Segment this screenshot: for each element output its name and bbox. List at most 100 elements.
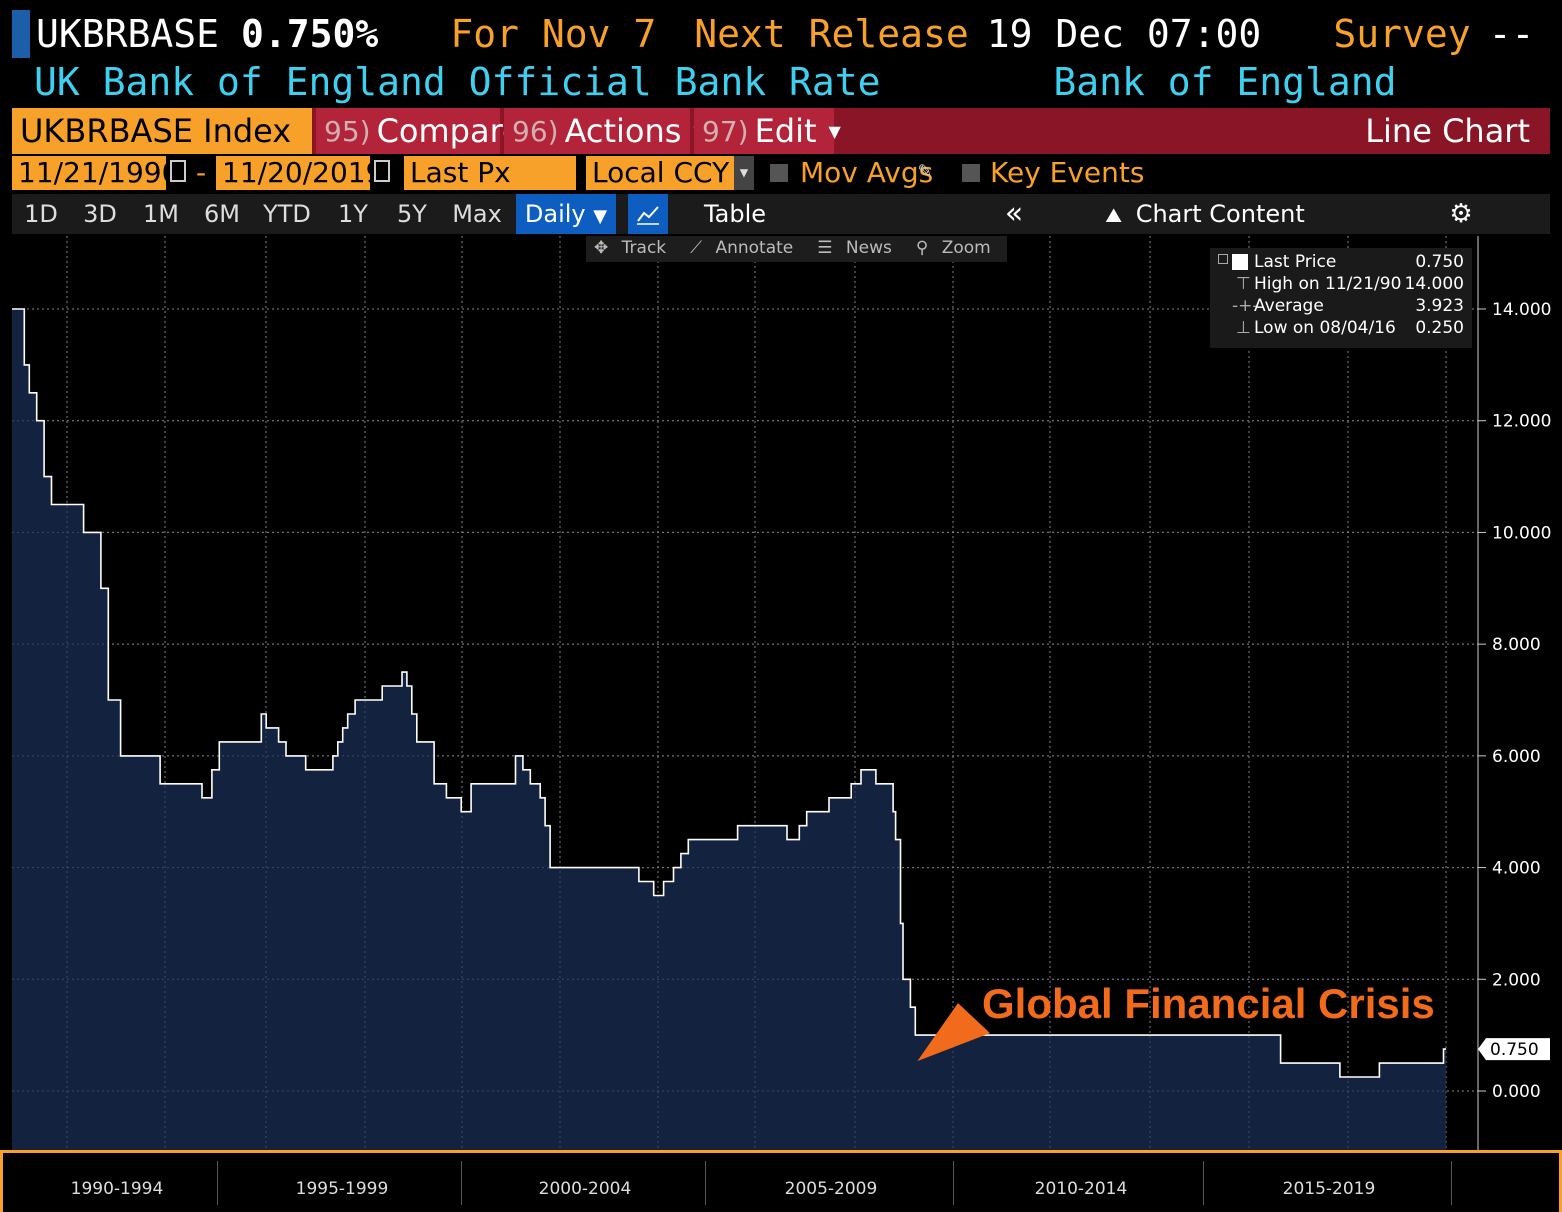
chart-type: Line Chart bbox=[1365, 112, 1530, 150]
average-marker-icon: -+- bbox=[1232, 296, 1259, 316]
calendar-icon[interactable] bbox=[170, 160, 186, 182]
track-tool[interactable]: ✥ Track bbox=[586, 236, 682, 262]
survey-value: -- bbox=[1488, 12, 1535, 56]
range-dash: - bbox=[196, 156, 207, 189]
for-date: For Nov 7 bbox=[450, 12, 657, 56]
field-select[interactable]: Last Px bbox=[404, 156, 576, 190]
caret-down-icon: ▼ bbox=[828, 121, 841, 141]
collapse-legend-icon[interactable] bbox=[1218, 254, 1228, 264]
actions-label: Actions bbox=[564, 112, 682, 150]
tab-5y[interactable]: 5Y bbox=[397, 200, 427, 228]
last-value-tag bbox=[1478, 1038, 1550, 1061]
daily-select[interactable]: Daily ▼ bbox=[516, 194, 616, 234]
tab-1y[interactable]: 1Y bbox=[338, 200, 368, 228]
index-field-label: UKBRBASE Index bbox=[20, 112, 292, 150]
annotation-label: Global Financial Crisis bbox=[982, 980, 1435, 1027]
start-date-input[interactable]: 11/21/1990 bbox=[12, 156, 179, 190]
period-divider bbox=[953, 1161, 954, 1205]
y-tick-label: 4.000 bbox=[1492, 859, 1541, 879]
caret-down-icon: ▼ bbox=[593, 206, 608, 227]
rate-series-line bbox=[12, 308, 1446, 1078]
period-label[interactable]: 2010-2014 bbox=[1034, 1179, 1128, 1199]
calendar-icon[interactable] bbox=[374, 160, 390, 182]
currency-select[interactable]: Local CCY bbox=[586, 156, 734, 190]
y-tick-label: 10.000 bbox=[1492, 523, 1551, 543]
currency-dropdown-icon[interactable]: ▼ bbox=[734, 156, 754, 190]
period-label[interactable]: 2015-2019 bbox=[1282, 1179, 1376, 1199]
zoom-label: Zoom bbox=[941, 238, 991, 258]
collapse-icon[interactable]: « bbox=[1004, 196, 1024, 231]
period-divider bbox=[217, 1161, 218, 1205]
ticker[interactable]: UKBRBASE bbox=[36, 12, 220, 56]
y-tick-label: 0.000 bbox=[1492, 1082, 1541, 1102]
key-events-label: Key Events bbox=[990, 156, 1145, 189]
chart-area[interactable]: 0.000 2.000 4.000 6.000 8.000 10.000 12.000 14.… bbox=[0, 236, 1562, 1150]
command-bar: UKBRBASE Index 95) Compare 96) Actions ▼… bbox=[12, 108, 1550, 154]
period-label[interactable]: 2005-2009 bbox=[784, 1179, 878, 1199]
source: Bank of England bbox=[1053, 60, 1397, 104]
tab-max[interactable]: Max bbox=[452, 200, 502, 228]
y-tick-label: 2.000 bbox=[1492, 970, 1541, 990]
description: UK Bank of England Official Bank Rate bbox=[34, 60, 881, 104]
low-marker-icon: ⊥ bbox=[1236, 318, 1251, 338]
chart-tools: ✥ Track ⟋ Annotate ☰ News ⚲ Zoom bbox=[586, 236, 1007, 262]
news-tool[interactable]: ☰ News bbox=[809, 236, 908, 262]
table-button[interactable]: Table bbox=[703, 200, 767, 228]
chart-content-label: Chart Content bbox=[1135, 200, 1305, 228]
last-price-swatch bbox=[1232, 254, 1248, 270]
current-value: 0.750% bbox=[241, 12, 379, 56]
period-tabs: 1D 3D 1M 6M YTD 1Y 5Y Max Daily ▼ Table … bbox=[12, 194, 1550, 234]
pencil-icon[interactable]: ✎ bbox=[918, 158, 932, 183]
legend-value-average: 3.923 bbox=[1415, 296, 1464, 316]
period-label[interactable]: 1995-1999 bbox=[295, 1179, 389, 1199]
line-chart-icon[interactable] bbox=[628, 194, 668, 234]
mov-avgs-checkbox[interactable] bbox=[770, 164, 788, 182]
compare-label: Compare bbox=[376, 112, 522, 150]
actions-num: 96) bbox=[512, 114, 559, 148]
key-events-checkbox[interactable] bbox=[962, 164, 980, 182]
legend-label-low: Low on 08/04/16 bbox=[1254, 318, 1396, 338]
legend-value-last: 0.750 bbox=[1415, 252, 1464, 272]
period-divider bbox=[461, 1161, 462, 1205]
range-row: 11/21/1990 - 11/20/2019 Last Px Local CC… bbox=[12, 156, 1152, 192]
tab-ytd[interactable]: YTD bbox=[263, 200, 311, 228]
actions-button[interactable]: 96) Actions ▼ bbox=[504, 108, 706, 154]
zoom-tool[interactable]: ⚲ Zoom bbox=[908, 236, 1007, 262]
edit-num: 97) bbox=[702, 114, 749, 148]
rate-area bbox=[12, 309, 1446, 1150]
gear-icon[interactable]: ⚙ bbox=[1449, 199, 1473, 229]
daily-label: Daily bbox=[524, 200, 586, 228]
last-value-label: 0.750 bbox=[1490, 1040, 1539, 1060]
annotate-label: Annotate bbox=[715, 238, 794, 258]
chart-content-button[interactable]: ⛰ Chart Content bbox=[1038, 194, 1372, 234]
security-marker bbox=[12, 10, 30, 58]
edit-button[interactable]: 97) Edit ▼ bbox=[694, 108, 841, 154]
period-divider bbox=[1451, 1161, 1452, 1205]
legend-label-high: High on 11/21/90 bbox=[1254, 274, 1402, 294]
annotate-tool[interactable]: ⟋ Annotate bbox=[682, 236, 809, 262]
period-label[interactable]: 2000-2004 bbox=[538, 1179, 632, 1199]
period-divider bbox=[705, 1161, 706, 1205]
period-divider bbox=[1203, 1161, 1204, 1205]
y-tick-label: 6.000 bbox=[1492, 747, 1541, 767]
y-tick-label: 14.000 bbox=[1492, 300, 1551, 320]
chart-type-label: Line Chart bbox=[1330, 108, 1530, 154]
tab-3d[interactable]: 3D bbox=[83, 200, 117, 228]
tab-1m[interactable]: 1M bbox=[143, 200, 179, 228]
compare-num: 95) bbox=[324, 114, 371, 148]
tab-6m[interactable]: 6M bbox=[204, 200, 240, 228]
security-description: UK Bank of England Official Bank Rate Ba… bbox=[34, 60, 1397, 104]
legend-label-last: Last Price bbox=[1254, 252, 1337, 272]
tab-1d[interactable]: 1D bbox=[24, 200, 58, 228]
period-bar: 1990-1994 1995-1999 2000-2004 2005-2009 … bbox=[0, 1150, 1562, 1212]
track-label: Track bbox=[621, 238, 667, 258]
next-release-label: Next Release bbox=[694, 12, 969, 56]
mov-avgs-label: Mov Avgs bbox=[800, 156, 934, 189]
period-label[interactable]: 1990-1994 bbox=[70, 1179, 164, 1199]
edit-label: Edit bbox=[754, 112, 817, 150]
next-release-value: 19 Dec 07:00 bbox=[986, 12, 1262, 56]
legend-value-low: 0.250 bbox=[1415, 318, 1464, 338]
compare-button[interactable]: 95) Compare bbox=[316, 108, 522, 154]
end-date-input[interactable]: 11/20/2019 bbox=[216, 156, 383, 190]
index-field[interactable]: UKBRBASE Index bbox=[12, 108, 312, 154]
